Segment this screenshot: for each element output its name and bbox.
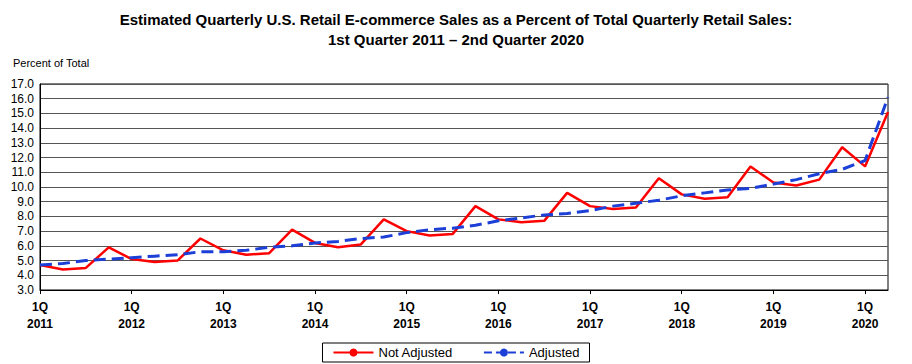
- svg-text:4.0: 4.0: [17, 268, 34, 282]
- svg-text:13.0: 13.0: [11, 136, 35, 150]
- svg-text:1Q: 1Q: [32, 300, 48, 314]
- svg-text:7.0: 7.0: [17, 224, 34, 238]
- svg-text:1Q: 1Q: [674, 300, 690, 314]
- svg-text:1Q: 1Q: [307, 300, 323, 314]
- svg-text:2020: 2020: [852, 317, 879, 331]
- svg-text:15.0: 15.0: [11, 106, 35, 120]
- svg-text:10.0: 10.0: [11, 180, 35, 194]
- svg-text:1Q: 1Q: [399, 300, 415, 314]
- svg-text:1Q: 1Q: [215, 300, 231, 314]
- svg-text:Not Adjusted: Not Adjusted: [378, 345, 452, 360]
- svg-text:5.0: 5.0: [17, 254, 34, 268]
- svg-text:Percent of Total: Percent of Total: [13, 57, 89, 69]
- svg-text:2019: 2019: [760, 317, 787, 331]
- svg-text:1st Quarter 2011 – 2nd Quarter: 1st Quarter 2011 – 2nd Quarter 2020: [328, 31, 584, 48]
- svg-text:2012: 2012: [118, 317, 145, 331]
- svg-text:1Q: 1Q: [490, 300, 506, 314]
- svg-text:2016: 2016: [485, 317, 512, 331]
- svg-text:6.0: 6.0: [17, 239, 34, 253]
- svg-text:2011: 2011: [27, 317, 53, 331]
- svg-text:3.0: 3.0: [17, 283, 34, 297]
- svg-text:2015: 2015: [393, 317, 420, 331]
- svg-text:Adjusted: Adjusted: [529, 345, 580, 360]
- svg-text:14.0: 14.0: [11, 121, 35, 135]
- svg-text:1Q: 1Q: [857, 300, 873, 314]
- svg-text:1Q: 1Q: [765, 300, 781, 314]
- svg-text:Estimated Quarterly U.S. Retai: Estimated Quarterly U.S. Retail E-commer…: [120, 11, 793, 28]
- svg-text:1Q: 1Q: [582, 300, 598, 314]
- svg-text:9.0: 9.0: [17, 195, 34, 209]
- svg-text:2014: 2014: [302, 317, 329, 331]
- svg-text:1Q: 1Q: [124, 300, 140, 314]
- svg-text:11.0: 11.0: [12, 165, 35, 179]
- svg-text:12.0: 12.0: [11, 151, 35, 165]
- svg-text:2018: 2018: [668, 317, 695, 331]
- svg-text:2013: 2013: [210, 317, 237, 331]
- svg-text:17.0: 17.0: [11, 77, 35, 91]
- svg-text:8.0: 8.0: [17, 209, 34, 223]
- svg-text:2017: 2017: [577, 317, 604, 331]
- svg-text:16.0: 16.0: [11, 92, 35, 106]
